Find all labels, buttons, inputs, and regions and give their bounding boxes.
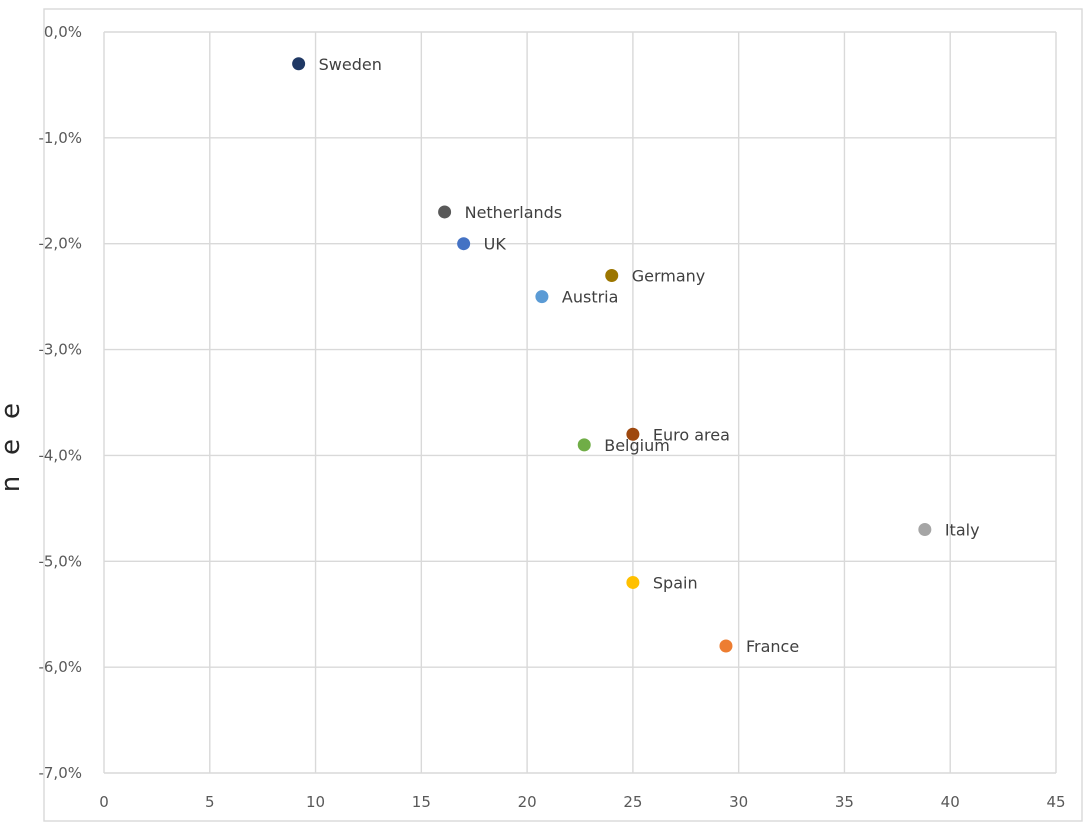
data-point (577, 438, 591, 452)
y-tick-label: -6,0% (38, 658, 82, 676)
y-tick-label: -1,0% (38, 129, 82, 147)
data-label: Spain (653, 573, 698, 592)
data-point (626, 427, 640, 441)
data-label: Euro area (653, 425, 730, 444)
data-point (457, 237, 471, 251)
data-point (918, 523, 932, 537)
y-axis-label-fragment: e (0, 403, 26, 419)
y-tick-label: -7,0% (38, 764, 82, 782)
data-label: Italy (945, 521, 980, 540)
data-point (292, 57, 306, 71)
y-tick-label: 0,0% (44, 23, 82, 41)
data-label: Austria (562, 288, 619, 307)
x-tick-label: 10 (306, 793, 325, 811)
x-tick-label: 20 (518, 793, 537, 811)
data-label: Germany (632, 266, 706, 285)
y-axis-label-fragment: e (0, 439, 26, 455)
x-tick-label: 0 (99, 793, 109, 811)
x-tick-label: 5 (205, 793, 215, 811)
y-tick-label: -4,0% (38, 446, 82, 464)
y-tick-label: -3,0% (38, 341, 82, 359)
y-axis-label-fragment: n (0, 476, 26, 492)
data-point (626, 575, 640, 589)
data-label: Belgium (604, 436, 670, 455)
point-layer (292, 57, 932, 653)
x-tick-label: 25 (623, 793, 642, 811)
chart-frame (43, 8, 1083, 822)
data-label: UK (484, 235, 507, 254)
data-point (719, 639, 733, 653)
y-tick-label: -2,0% (38, 235, 82, 253)
data-point (605, 268, 619, 282)
axis-layer: 0 5 10 15 20 25 30 35 40 45 0,0% -1,0% -2,0% -3,0% -4,… (0, 23, 1066, 811)
data-point (438, 205, 452, 219)
data-label: Netherlands (465, 203, 563, 222)
data-point (535, 290, 549, 304)
x-tick-label: 15 (412, 793, 431, 811)
data-label: Sweden (319, 55, 382, 74)
label-layer: Sweden Netherlands UK Germany Austria Euro ar… (319, 55, 980, 656)
grid-layer (43, 8, 1083, 822)
x-tick-label: 35 (835, 793, 854, 811)
x-tick-label: 45 (1046, 793, 1065, 811)
x-tick-label: 40 (941, 793, 960, 811)
x-tick-label: 30 (729, 793, 748, 811)
y-tick-label: -5,0% (38, 552, 82, 570)
data-label: France (746, 637, 799, 656)
